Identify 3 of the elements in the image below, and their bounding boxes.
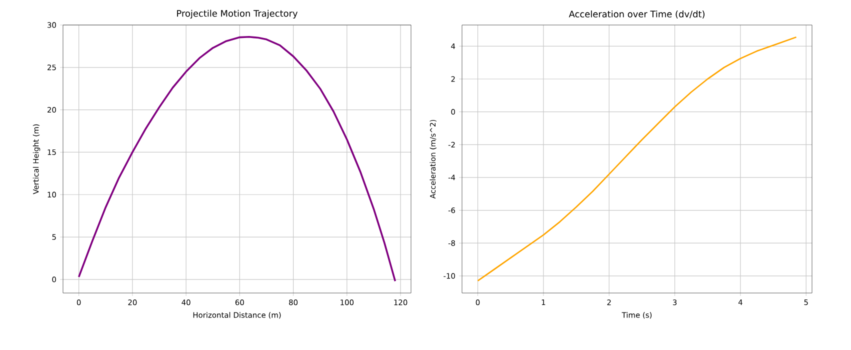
chart-title: Acceleration over Time (dv/dt) [568,10,704,18]
chart-title: Projectile Motion Trajectory [177,10,298,18]
line-series [78,36,396,282]
